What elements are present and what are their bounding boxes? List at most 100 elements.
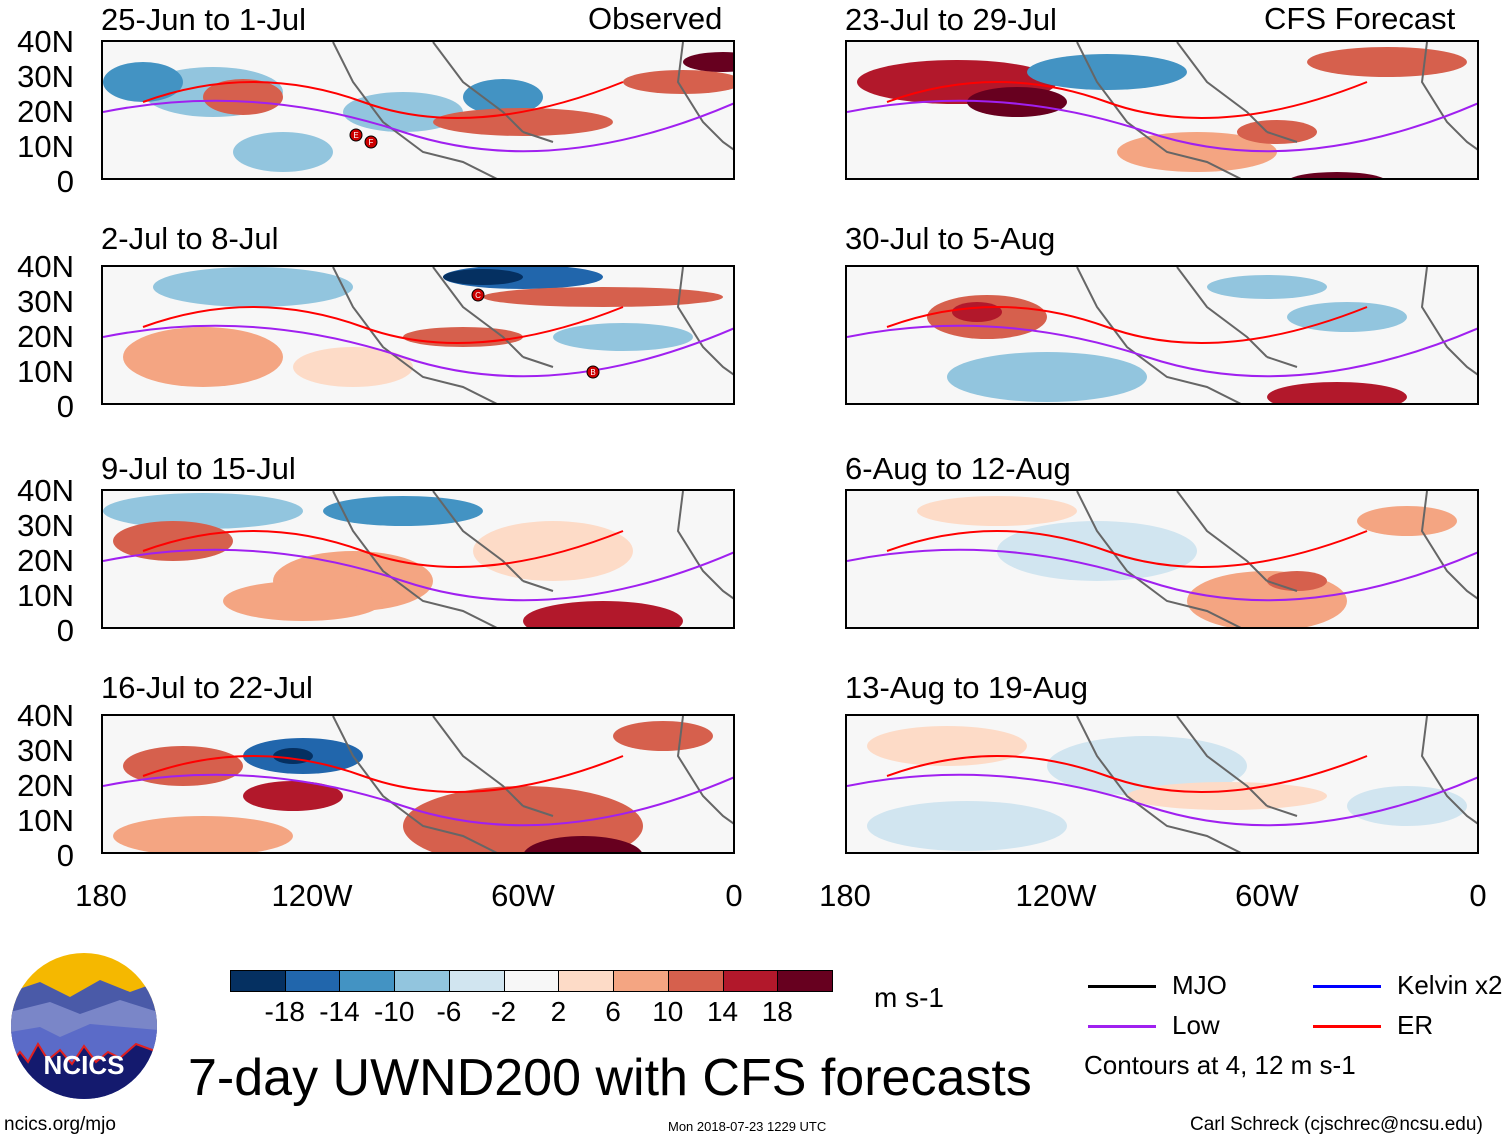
- storm-marker: E: [349, 128, 363, 142]
- ncics-logo: NCICS: [10, 952, 158, 1100]
- map-panel: [845, 40, 1479, 180]
- anomaly-region: [1117, 132, 1277, 172]
- y-tick-label: 20N: [17, 768, 74, 803]
- colorbar-swatch: [394, 970, 450, 992]
- anomaly-region: [523, 601, 683, 627]
- svg-text:F: F: [369, 138, 374, 147]
- x-tick-label: 120W: [271, 878, 353, 913]
- coastline: [332, 716, 733, 852]
- footer-url[interactable]: ncics.org/mjo: [4, 1114, 116, 1135]
- y-tick-label: 40N: [17, 473, 74, 508]
- y-tick-label: 30N: [17, 733, 74, 768]
- anomaly-region: [153, 267, 353, 307]
- panel-title: 16-Jul to 22-Jul: [101, 670, 313, 705]
- anomaly-region: [103, 62, 183, 102]
- anomaly-region: [233, 132, 333, 172]
- anomaly-region: [947, 352, 1147, 402]
- x-tick-label: 60W: [1235, 878, 1299, 913]
- anomaly-region: [553, 323, 693, 351]
- coastline: [1076, 42, 1477, 178]
- figure-title: 7-day UWND200 with CFS forecasts: [188, 1049, 1032, 1107]
- anomaly-region: [1347, 786, 1467, 826]
- y-tick-label: 20N: [17, 94, 74, 129]
- panel-title: 30-Jul to 5-Aug: [845, 221, 1056, 256]
- map-panel: [845, 265, 1479, 405]
- legend-label: MJO: [1172, 970, 1227, 1000]
- y-tick-label: 30N: [17, 59, 74, 94]
- map-panel: [101, 489, 735, 629]
- coastline: [1076, 267, 1477, 403]
- anomaly-region: [463, 79, 543, 115]
- storm-marker: F: [364, 135, 378, 149]
- footer-author: Carl Schreck (cjschrec@ncsu.edu): [1190, 1114, 1483, 1135]
- colorbar-swatch: [558, 970, 615, 992]
- anomaly-region: [483, 287, 723, 307]
- panel-title: 6-Aug to 12-Aug: [845, 451, 1071, 486]
- anomaly-region: [613, 721, 713, 751]
- coastline: [1076, 491, 1477, 627]
- map-panel: [845, 489, 1479, 629]
- anomaly-region: [1267, 571, 1327, 591]
- x-tick-label: 0: [725, 878, 743, 913]
- y-tick-label: 40N: [17, 249, 74, 284]
- anomaly-region: [123, 746, 243, 786]
- low-contour: [847, 324, 1477, 378]
- y-tick-label: 40N: [17, 698, 74, 733]
- y-tick-label: 0: [56, 389, 74, 424]
- coastline: [332, 267, 733, 403]
- legend-line: [1313, 985, 1381, 988]
- colorbar-swatch: [284, 970, 341, 992]
- anomaly-region: [403, 327, 523, 347]
- anomaly-region: [683, 52, 733, 72]
- panel-title: 2-Jul to 8-Jul: [101, 221, 279, 256]
- colorbar-label: 14: [706, 996, 739, 1027]
- y-tick-label: 0: [56, 164, 74, 199]
- anomaly-region: [1127, 782, 1327, 810]
- colorbar-label: 6: [605, 996, 621, 1027]
- er-contour: [886, 81, 1368, 119]
- anomaly-region: [524, 836, 642, 852]
- colorbar-label: 10: [652, 996, 684, 1027]
- y-tick-label: 20N: [17, 319, 74, 354]
- anomaly-region: [967, 87, 1067, 117]
- legend-line: [1313, 1025, 1381, 1028]
- er-contour: [142, 306, 624, 344]
- y-tick-label: 10N: [17, 354, 74, 389]
- anomaly-region: [1357, 506, 1457, 536]
- colorbar-label: -18: [264, 996, 305, 1027]
- anomaly-region: [103, 493, 303, 529]
- coastline: [332, 42, 733, 178]
- x-tick-label: 0: [1469, 878, 1487, 913]
- panel-title: 25-Jun to 1-Jul: [101, 2, 307, 37]
- forecast-label: CFS Forecast: [1264, 1, 1456, 36]
- footer-timestamp: Mon 2018-07-23 1229 UTC: [668, 1119, 827, 1134]
- colorbar-swatch: [613, 970, 669, 992]
- anomaly-region: [293, 347, 413, 387]
- colorbar-swatch: [667, 970, 724, 992]
- y-tick-label: 10N: [17, 129, 74, 164]
- colorbar-swatch: [777, 970, 833, 992]
- colorbar-label: 18: [761, 996, 793, 1027]
- units-label: m s-1: [874, 982, 944, 1013]
- colorbar-swatch: [503, 970, 560, 992]
- anomaly-region: [433, 108, 613, 136]
- low-contour: [847, 548, 1477, 602]
- low-contour: [103, 773, 733, 827]
- storm-marker: C: [471, 288, 485, 302]
- anomaly-region: [867, 801, 1067, 851]
- anomaly-region: [1307, 47, 1467, 77]
- observed-label: Observed: [588, 1, 723, 36]
- legend-line: [1088, 985, 1156, 988]
- svg-text:B: B: [590, 368, 595, 377]
- panel-title: 13-Aug to 19-Aug: [845, 670, 1089, 705]
- y-tick-label: 10N: [17, 803, 74, 838]
- panel-title: 9-Jul to 15-Jul: [101, 451, 296, 486]
- anomaly-region: [1267, 382, 1407, 403]
- svg-text:C: C: [475, 291, 481, 300]
- x-tick-label: 180: [819, 878, 871, 913]
- legend-label: Low: [1172, 1010, 1220, 1040]
- anomaly-region: [1047, 736, 1247, 796]
- anomaly-region: [243, 781, 343, 811]
- coastline: [332, 491, 733, 627]
